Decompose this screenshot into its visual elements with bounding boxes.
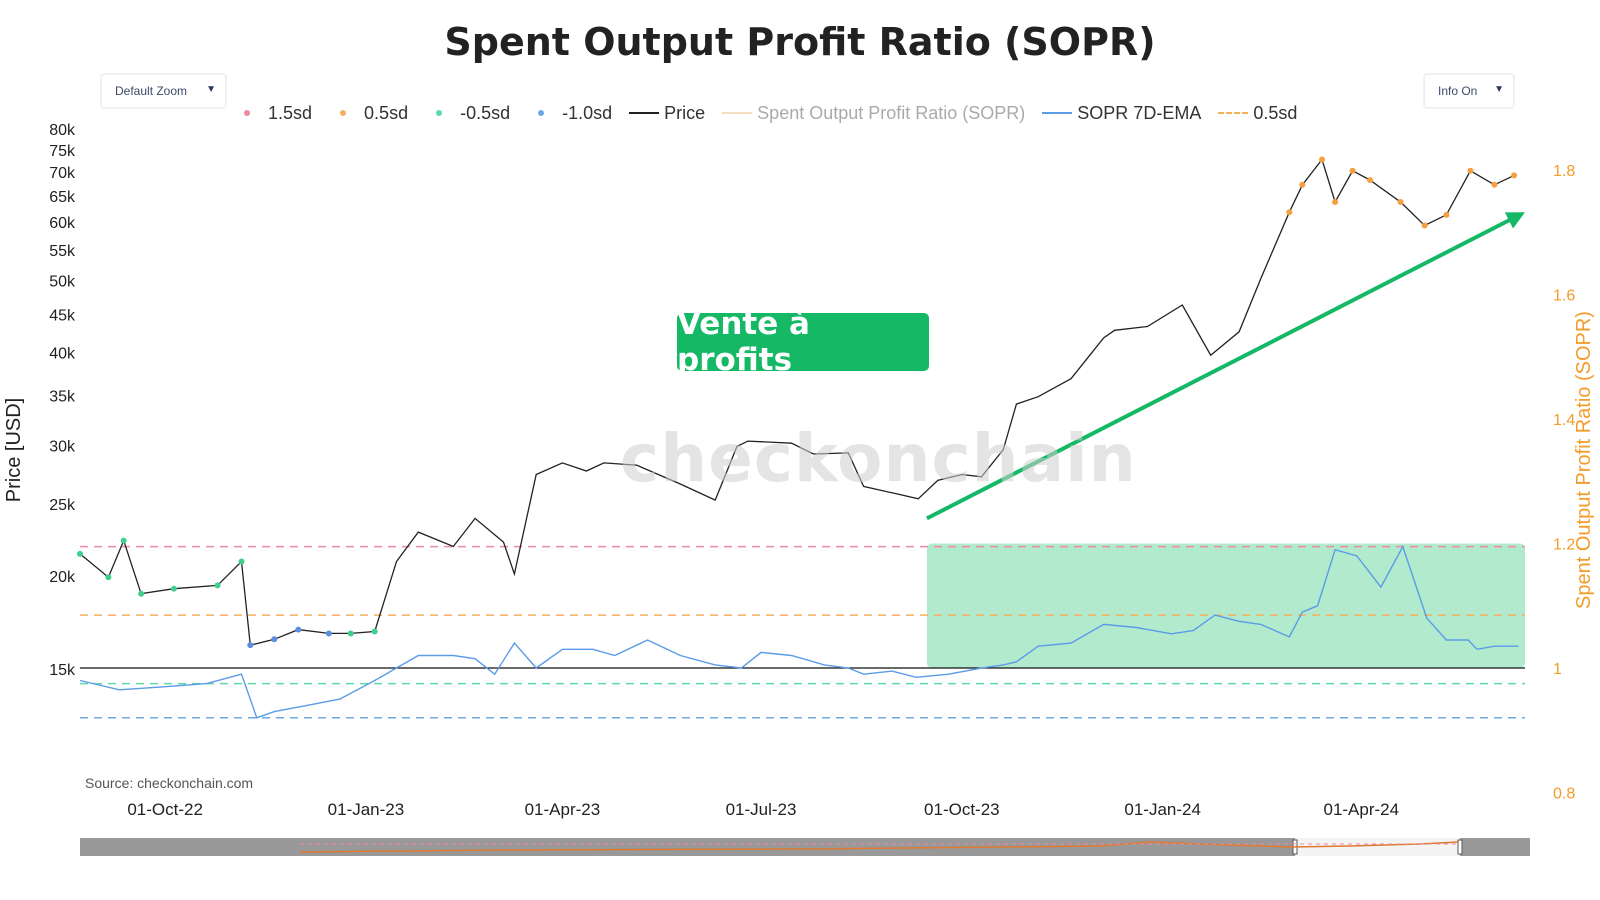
legend-item[interactable]: Spent Output Profit Ratio (SOPR) [719, 103, 1025, 124]
price-point [1299, 181, 1306, 188]
y2-tick-label: 1.6 [1553, 288, 1575, 305]
price-point [371, 628, 378, 635]
chevron-down-icon: ▼ [1494, 84, 1504, 95]
price-point [1511, 172, 1518, 179]
trend-arrowhead-icon [1504, 212, 1525, 229]
x-tick-label: 01-Jul-23 [726, 800, 797, 819]
legend-item[interactable]: SOPR 7D-EMA [1039, 103, 1201, 124]
x-tick-label: 01-Jan-23 [328, 800, 405, 819]
zoom-dropdown-label: Default Zoom [115, 84, 188, 98]
price-point [247, 642, 254, 649]
x-tick-label: 01-Oct-23 [924, 800, 1000, 819]
y-tick-label: 45k [49, 308, 76, 325]
y-tick-label: 75k [49, 143, 76, 160]
price-point [170, 585, 177, 592]
price-point [214, 582, 221, 589]
price-point [1332, 198, 1339, 205]
legend-label: SOPR 7D-EMA [1077, 102, 1202, 123]
legend-item[interactable]: -1.0sd [524, 103, 612, 124]
price-point [1319, 156, 1326, 163]
legend-label: -0.5sd [460, 102, 511, 123]
y-tick-label: 60k [49, 215, 76, 232]
series-sopr-ema-line [79, 544, 1519, 719]
x-tick-label: 01-Apr-23 [525, 800, 601, 819]
y-tick-label: 30k [49, 438, 76, 455]
legend-label: 0.5sd [1253, 102, 1298, 123]
y2-tick-label: 1 [1553, 661, 1562, 678]
price-point [1421, 222, 1428, 229]
legend-dot-icon [422, 105, 456, 121]
y-tick-label: 20k [49, 569, 76, 586]
range-slider-window[interactable] [1295, 838, 1460, 856]
legend-line-icon [1039, 105, 1073, 121]
legend-dot-icon [230, 105, 264, 121]
y-tick-label: 25k [49, 497, 76, 514]
legend-item[interactable]: 0.5sd [1215, 103, 1297, 124]
annotation-badge: Vente à profits [677, 306, 929, 378]
price-point [1491, 181, 1498, 188]
price-point [1349, 167, 1356, 174]
price-point [120, 537, 127, 544]
info-dropdown-label: Info On [1438, 84, 1478, 98]
price-point [295, 626, 302, 633]
y2-axis-title: Spent Output Profit Ratio (SOPR) [1573, 311, 1595, 609]
price-point [105, 574, 112, 581]
y-tick-label: 55k [49, 243, 76, 260]
price-point [1467, 167, 1474, 174]
y-tick-label: 70k [49, 165, 76, 182]
y-tick-label: 50k [49, 274, 76, 291]
highlight-region [926, 543, 1525, 668]
legend-item[interactable]: 0.5sd [326, 103, 408, 124]
legend-dot-icon [524, 105, 558, 121]
legend: 1.5sd 0.5sd -0.5sd -1.0sd Price Spent Output … [230, 102, 1311, 124]
y2-tick-label: 1.8 [1553, 163, 1575, 180]
price-point [1286, 209, 1293, 216]
price-point [1443, 211, 1450, 218]
legend-label: Price [664, 102, 706, 123]
chevron-down-icon: ▼ [206, 84, 216, 95]
x-tick-label: 01-Oct-22 [127, 800, 203, 819]
legend-item[interactable]: Price [626, 103, 705, 124]
legend-dot-icon [326, 105, 360, 121]
zoom-dropdown[interactable]: Default Zoom ▼ [101, 74, 226, 108]
legend-line-icon [1215, 105, 1249, 121]
price-point [347, 630, 354, 637]
watermark: checkonchain [620, 420, 1137, 497]
legend-item[interactable]: -0.5sd [422, 103, 510, 124]
y-tick-label: 40k [49, 346, 76, 363]
y2-tick-label: 1.2 [1553, 537, 1575, 554]
price-point [1367, 177, 1374, 184]
legend-item[interactable]: 1.5sd [230, 103, 312, 124]
legend-label: Spent Output Profit Ratio (SOPR) [757, 102, 1026, 123]
legend-line-icon [626, 105, 660, 121]
price-point [77, 550, 83, 557]
price-point [271, 636, 278, 643]
range-slider-preview-line [299, 841, 1459, 853]
chart-title: Spent Output Profit Ratio (SOPR) [444, 20, 1156, 64]
y-tick-label: 80k [49, 122, 76, 139]
y-axis-title: Price [USD] [3, 398, 25, 502]
range-slider-handle-right[interactable] [1457, 839, 1463, 855]
legend-label: -1.0sd [562, 102, 613, 123]
x-tick-label: 01-Apr-24 [1323, 800, 1399, 819]
y2-tick-label: 0.8 [1553, 786, 1575, 803]
legend-label: 0.5sd [364, 102, 409, 123]
y-tick-label: 65k [49, 189, 76, 206]
price-point [138, 590, 145, 597]
price-point [1397, 198, 1404, 205]
x-tick-label: 01-Jan-24 [1124, 800, 1201, 819]
price-point [238, 558, 245, 565]
legend-line-icon [719, 105, 753, 121]
y2-tick-label: 1.4 [1553, 412, 1575, 429]
source-label: Source: checkonchain.com [85, 775, 254, 791]
trend-arrow-line [926, 214, 1518, 521]
info-dropdown[interactable]: Info On ▼ [1424, 74, 1514, 108]
legend-label: 1.5sd [268, 102, 313, 123]
price-point [325, 630, 332, 637]
y-tick-label: 15k [49, 662, 76, 679]
y-tick-label: 35k [49, 389, 76, 406]
